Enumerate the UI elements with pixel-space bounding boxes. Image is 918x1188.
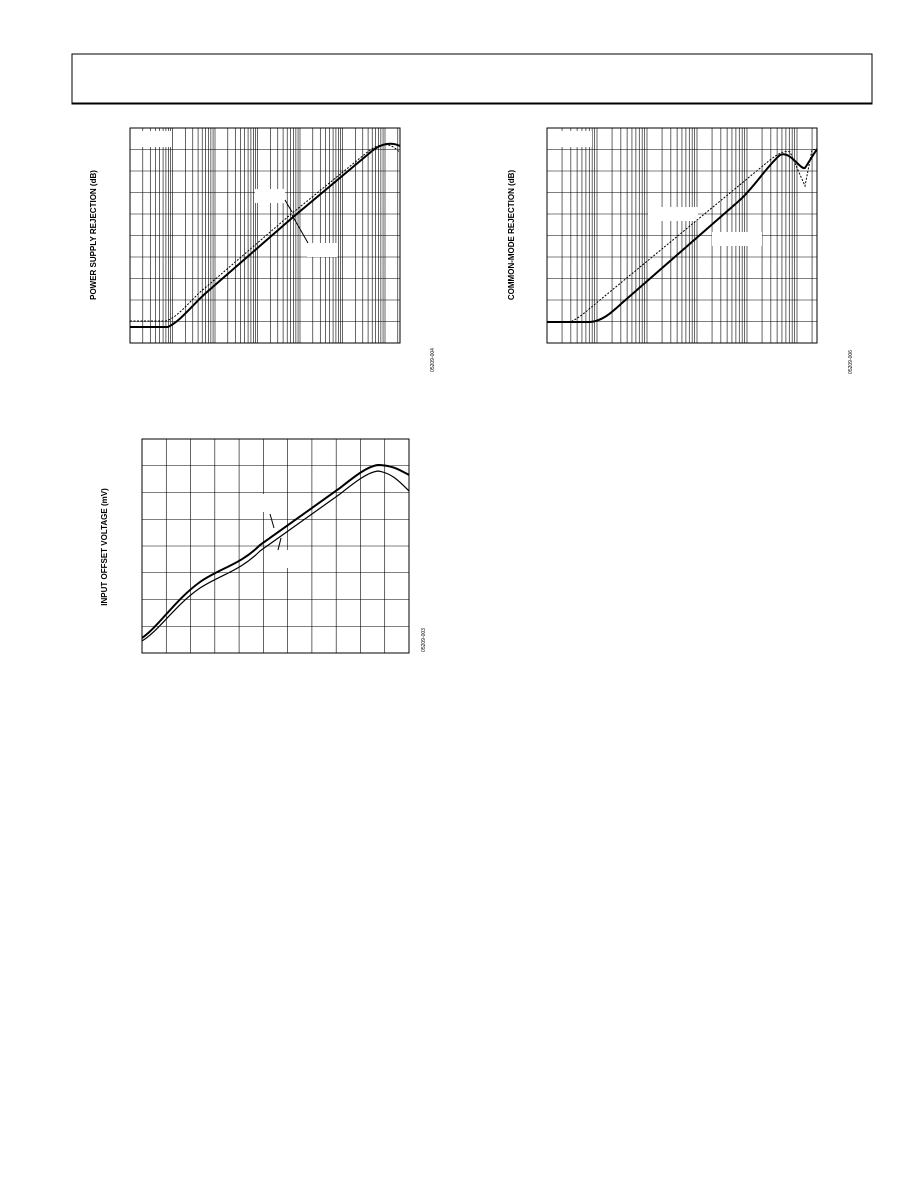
plot-frame	[141, 438, 410, 654]
legend-box	[712, 232, 762, 246]
curve	[141, 470, 410, 642]
y-axis-label: POWER SUPPLY REJECTION (dB)	[89, 170, 98, 300]
grid	[130, 128, 400, 343]
legend-box	[258, 494, 286, 512]
curve	[141, 463, 410, 639]
legend-box	[282, 550, 310, 568]
pointer	[277, 537, 282, 551]
figure-code: 05209-004	[430, 348, 436, 372]
curve	[547, 148, 818, 323]
figure-code: 05209-006	[848, 350, 854, 374]
curve	[130, 144, 401, 322]
pointer	[269, 513, 275, 529]
legend-box	[558, 131, 592, 147]
legend-box	[255, 189, 285, 203]
grid	[142, 439, 409, 653]
y-axis-label: INPUT OFFSET VOLTAGE (mV)	[100, 488, 109, 606]
pointer	[284, 199, 293, 213]
legend-box	[307, 243, 337, 257]
plot-frame	[546, 127, 818, 344]
curve	[130, 142, 401, 328]
y-axis-label: COMMON-MODE REJECTION (dB)	[507, 170, 516, 301]
legend-box	[138, 131, 172, 147]
figure-code: 05209-003	[421, 628, 427, 652]
pointer	[291, 214, 309, 244]
curve	[547, 148, 818, 323]
legend-box	[648, 207, 698, 221]
plot-frame	[129, 127, 401, 344]
header-box	[71, 53, 873, 105]
